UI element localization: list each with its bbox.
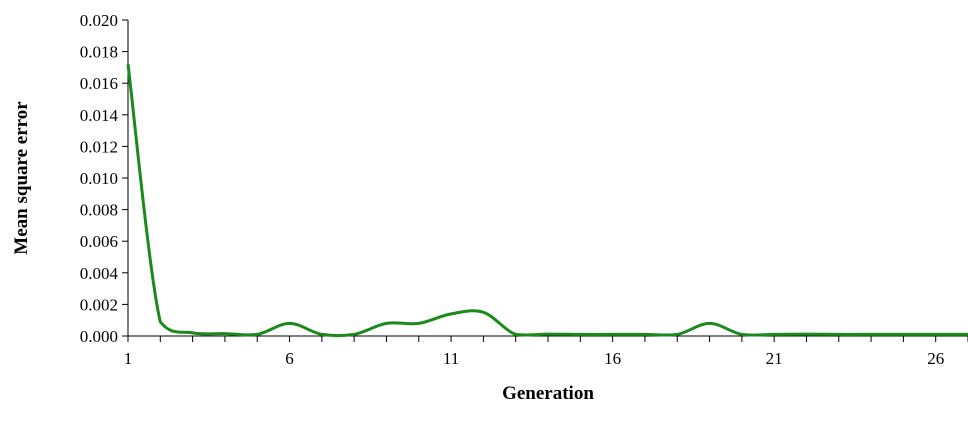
y-tick-label: 0.010 <box>80 169 118 188</box>
series-layer <box>126 64 968 338</box>
x-tick-label: 1 <box>124 349 133 368</box>
y-tick-label: 0.000 <box>80 327 118 346</box>
y-tick-label: 0.016 <box>80 74 118 93</box>
x-tick-label: 21 <box>766 349 783 368</box>
y-tick-label: 0.018 <box>80 43 118 62</box>
y-tick-label: 0.014 <box>80 106 119 125</box>
x-tick-label: 11 <box>443 349 459 368</box>
x-tick-label: 26 <box>927 349 944 368</box>
series-line <box>126 64 968 338</box>
x-tick-label: 6 <box>285 349 294 368</box>
y-axis-title: Mean square error <box>11 101 32 255</box>
y-tick-label: 0.006 <box>80 232 118 251</box>
y-tick-label: 0.004 <box>80 264 119 283</box>
y-tick-label: 0.002 <box>80 295 118 314</box>
x-axis-ticks: 1 6 11 16 21 26 <box>124 336 968 368</box>
x-axis-title: Generation <box>502 383 594 404</box>
x-tick-label: 16 <box>604 349 621 368</box>
y-axis-ticks: 0.000 0.002 0.004 0.006 0.008 0.010 0.012 0.014… <box>80 11 128 346</box>
y-tick-label: 0.008 <box>80 201 118 220</box>
y-tick-label: 0.020 <box>80 11 118 30</box>
y-tick-label: 0.012 <box>80 137 118 156</box>
